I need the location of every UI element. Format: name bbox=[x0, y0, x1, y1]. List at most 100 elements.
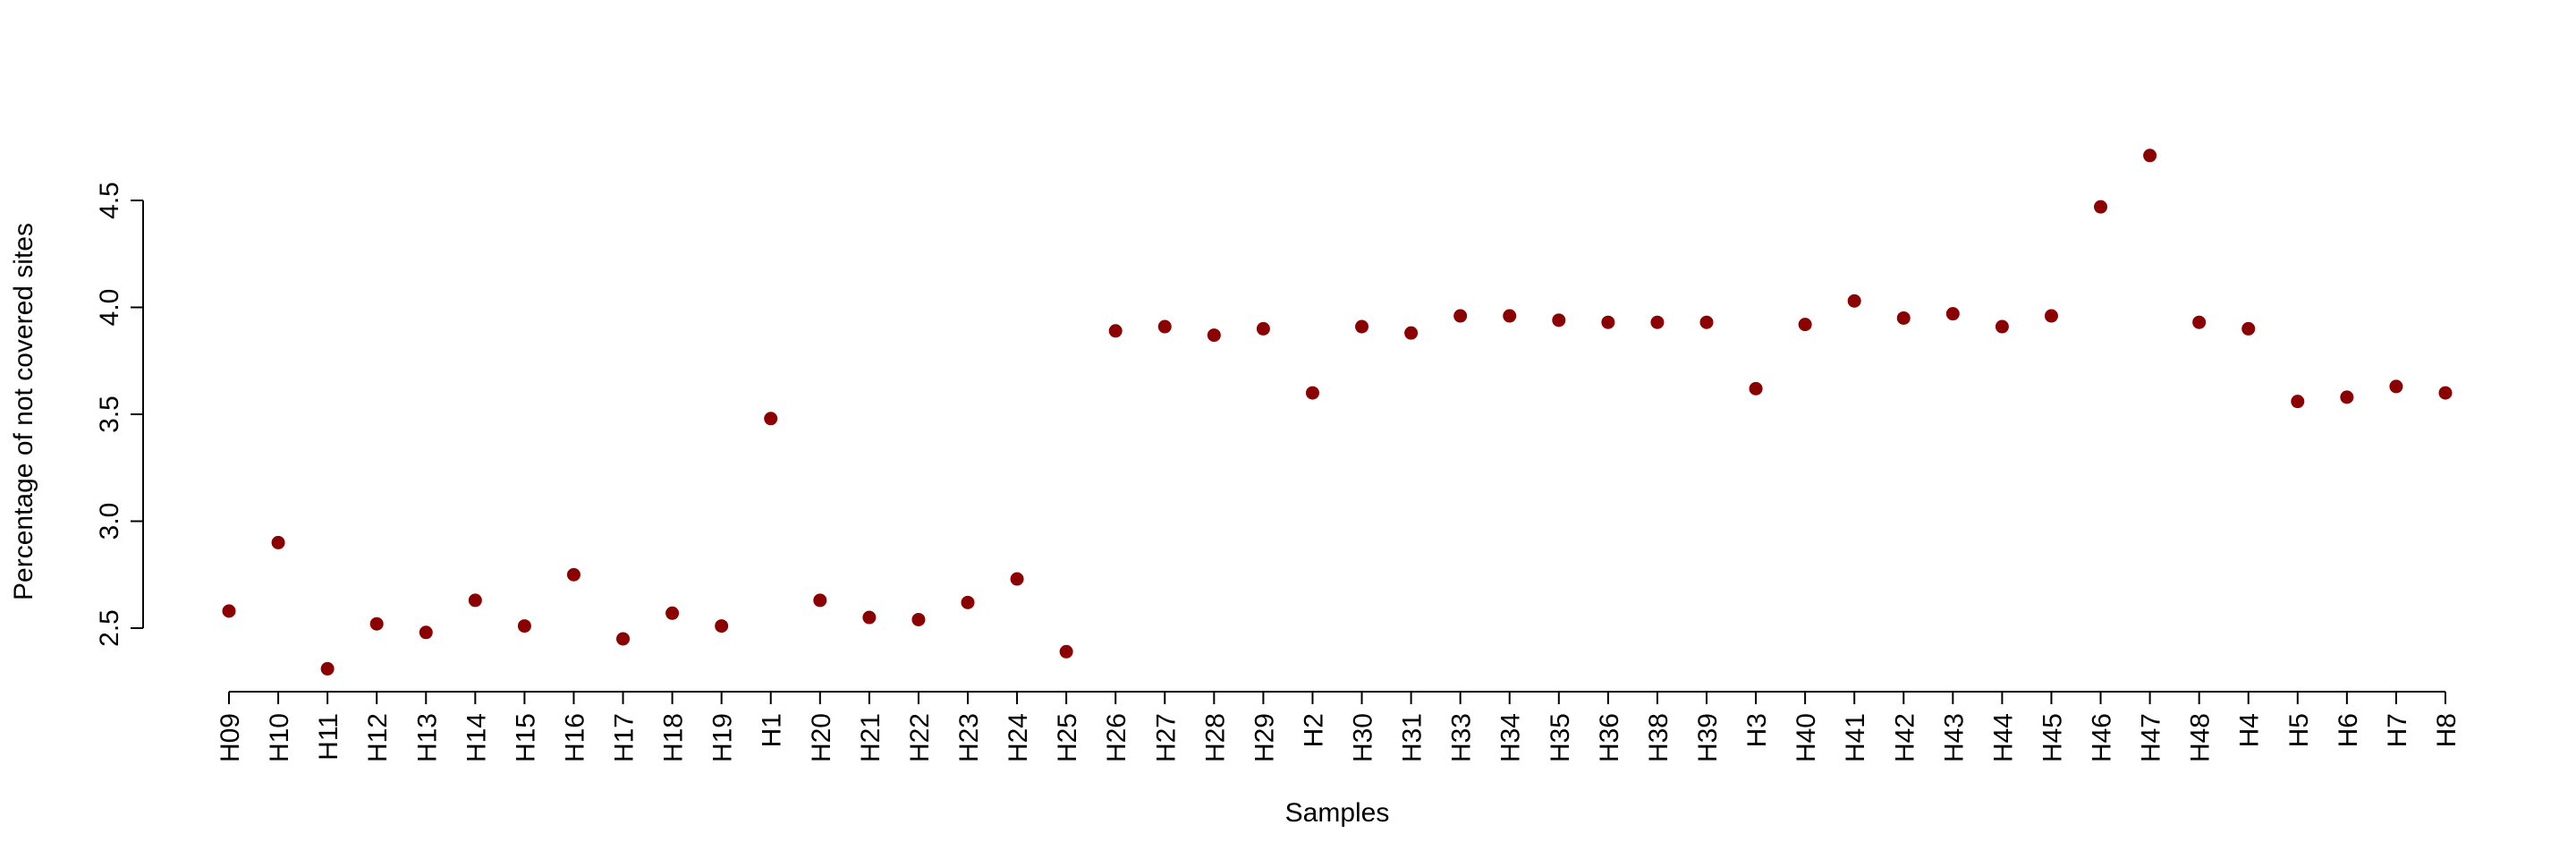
data-point bbox=[517, 619, 531, 634]
data-point bbox=[2044, 309, 2058, 323]
y-axis-title: Percentage of not covered sites bbox=[9, 223, 38, 600]
data-point bbox=[1847, 293, 1861, 308]
data-point bbox=[1355, 319, 1369, 334]
x-tick-label: H2 bbox=[1299, 713, 1328, 747]
data-point bbox=[1157, 319, 1172, 334]
data-point bbox=[1503, 309, 1517, 323]
x-tick-label: H28 bbox=[1200, 713, 1230, 762]
x-tick-label: H44 bbox=[1988, 713, 2018, 762]
x-tick-label: H22 bbox=[905, 713, 935, 762]
x-tick-label: H21 bbox=[856, 713, 886, 762]
data-point bbox=[271, 535, 285, 549]
data-point bbox=[419, 625, 433, 640]
data-point bbox=[1453, 309, 1468, 323]
x-tick-label: H40 bbox=[1792, 713, 1821, 762]
x-tick-label: H24 bbox=[1004, 713, 1033, 762]
data-point bbox=[1305, 386, 1319, 400]
x-tick-label: H12 bbox=[363, 713, 393, 762]
data-point bbox=[2241, 321, 2256, 336]
x-tick-label: H3 bbox=[1742, 713, 1772, 747]
data-point bbox=[2143, 149, 2157, 163]
x-tick-label: H31 bbox=[1398, 713, 1428, 762]
data-point bbox=[1699, 315, 1714, 329]
data-point bbox=[813, 593, 827, 608]
y-tick-label: 2.5 bbox=[95, 609, 124, 647]
x-axis: H09 H10 H11 H12 H13 H14 H15 H16 H17 H18 H19 H1 H20 H2… bbox=[216, 691, 2462, 762]
y-tick-label: 4.5 bbox=[95, 182, 124, 219]
x-tick-label: H46 bbox=[2088, 713, 2117, 762]
data-point bbox=[566, 567, 580, 582]
y-tick-label: 4.0 bbox=[95, 289, 124, 327]
data-point bbox=[369, 617, 384, 631]
data-point bbox=[961, 595, 975, 609]
data-point bbox=[1601, 315, 1615, 329]
data-point bbox=[2389, 379, 2403, 394]
x-tick-label: H14 bbox=[462, 713, 491, 762]
x-tick-label: H38 bbox=[1644, 713, 1674, 762]
x-tick-label: H19 bbox=[708, 713, 738, 762]
data-point bbox=[911, 612, 926, 626]
x-tick-label: H5 bbox=[2284, 713, 2314, 747]
data-point bbox=[1059, 644, 1073, 659]
y-tick-label: 3.0 bbox=[95, 503, 124, 540]
x-tick-label: H23 bbox=[954, 713, 984, 762]
data-point bbox=[1945, 307, 1960, 321]
data-point bbox=[2192, 315, 2207, 329]
x-tick-label: H16 bbox=[560, 713, 589, 762]
x-tick-label: H18 bbox=[659, 713, 689, 762]
data-point bbox=[2291, 395, 2305, 409]
data-point bbox=[2340, 390, 2354, 404]
data-point bbox=[2438, 386, 2453, 400]
x-tick-label: H33 bbox=[1447, 713, 1477, 762]
x-tick-label: H35 bbox=[1546, 713, 1575, 762]
data-point bbox=[1207, 328, 1221, 343]
x-tick-label: H27 bbox=[1151, 713, 1181, 762]
data-points bbox=[222, 149, 2453, 676]
data-point bbox=[1798, 318, 1812, 332]
x-tick-label: H15 bbox=[511, 713, 540, 762]
x-tick-label: H4 bbox=[2235, 713, 2265, 747]
x-tick-label: H13 bbox=[412, 713, 442, 762]
data-point bbox=[468, 593, 482, 608]
data-point bbox=[320, 661, 335, 676]
data-point bbox=[222, 604, 236, 618]
x-tick-label: H34 bbox=[1496, 713, 1526, 762]
x-tick-label: H26 bbox=[1102, 713, 1131, 762]
x-tick-label: H36 bbox=[1595, 713, 1624, 762]
data-point bbox=[862, 610, 877, 625]
x-tick-label: H25 bbox=[1053, 713, 1082, 762]
x-tick-label: H43 bbox=[1939, 713, 1969, 762]
x-tick-label: H42 bbox=[1890, 713, 1919, 762]
x-tick-label: H47 bbox=[2137, 713, 2166, 762]
data-point bbox=[1552, 313, 1566, 327]
x-tick-label: H39 bbox=[1693, 713, 1723, 762]
x-tick-label: H7 bbox=[2383, 713, 2412, 747]
x-tick-label: H6 bbox=[2334, 713, 2363, 747]
data-point bbox=[1896, 310, 1911, 325]
data-point bbox=[1995, 319, 2009, 334]
data-point bbox=[1108, 324, 1123, 338]
data-point bbox=[715, 619, 729, 634]
x-tick-label: H20 bbox=[807, 713, 836, 762]
data-point bbox=[1010, 572, 1024, 586]
x-tick-label: H1 bbox=[758, 713, 787, 747]
x-tick-label: H30 bbox=[1349, 713, 1378, 762]
x-axis-title: Samples bbox=[1285, 798, 1390, 828]
data-point bbox=[616, 632, 631, 646]
data-point bbox=[1650, 315, 1665, 329]
data-point bbox=[1404, 326, 1419, 340]
data-point bbox=[1749, 381, 1763, 395]
x-tick-label: H41 bbox=[1841, 713, 1870, 762]
data-point bbox=[665, 606, 680, 620]
data-point bbox=[764, 412, 778, 426]
y-tick-label: 3.5 bbox=[95, 395, 124, 433]
x-tick-label: H10 bbox=[265, 713, 294, 762]
x-tick-label: H09 bbox=[216, 713, 245, 762]
data-point bbox=[1256, 321, 1270, 336]
y-axis: 2.5 3.0 3.5 4.0 4.5 bbox=[95, 182, 144, 647]
x-tick-label: H11 bbox=[314, 713, 343, 761]
x-tick-label: H8 bbox=[2432, 713, 2462, 747]
x-tick-label: H17 bbox=[610, 713, 640, 762]
x-tick-label: H48 bbox=[2186, 713, 2216, 762]
